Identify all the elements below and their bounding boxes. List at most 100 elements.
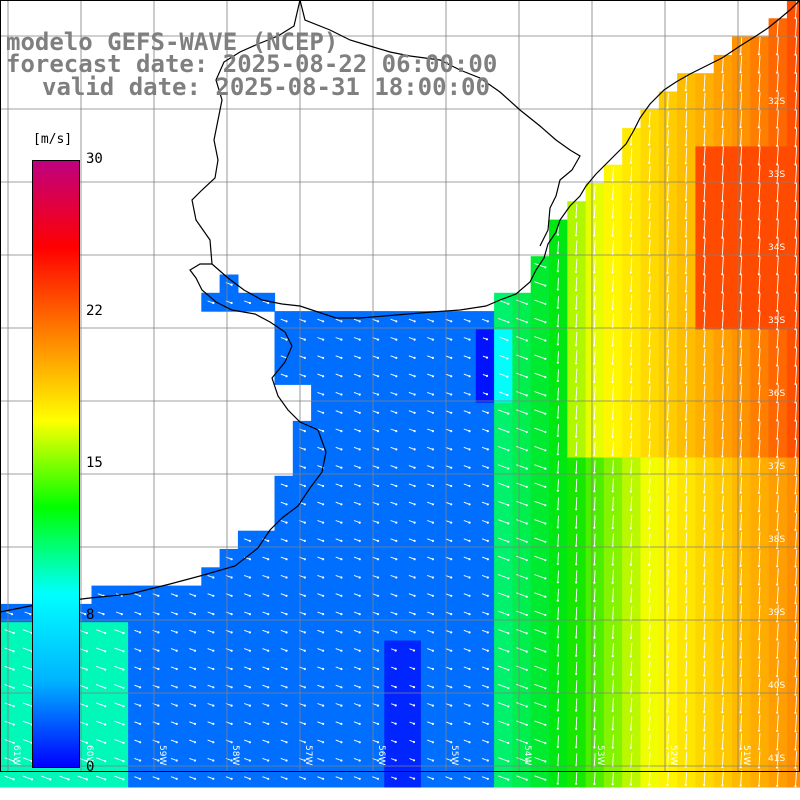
wind-arrow-head	[666, 363, 669, 366]
longitude-label: 53W	[595, 745, 605, 765]
wind-arrow	[498, 775, 509, 781]
wind-arrow	[593, 441, 596, 456]
wind-arrow	[593, 350, 596, 364]
wind-arrow-head	[556, 416, 559, 419]
wind-arrow-head	[486, 649, 489, 652]
wind-arrow-head	[776, 693, 779, 696]
wind-arrow-head	[431, 393, 434, 396]
wind-arrow-head	[358, 631, 361, 634]
wind-arrow-head	[544, 705, 547, 708]
wind-arrow-head	[757, 711, 761, 714]
wind-arrow	[758, 696, 761, 713]
wind-arrow	[534, 555, 546, 561]
wind-arrow-head	[267, 759, 270, 762]
wind-arrow	[95, 739, 106, 744]
wind-arrow	[685, 550, 688, 566]
wind-arrow	[740, 311, 743, 330]
wind-arrow-head	[85, 741, 88, 744]
wind-arrow	[22, 665, 33, 671]
wind-arrow-head	[776, 528, 779, 531]
wind-arrow	[534, 445, 546, 451]
wind-arrow	[703, 330, 706, 347]
wind-arrow-head	[267, 741, 270, 744]
wind-arrow	[557, 625, 559, 638]
wind-arrow	[557, 643, 559, 656]
wind-arrow-head	[794, 16, 797, 20]
wind-arrow-head	[486, 777, 489, 780]
wind-arrow	[685, 752, 688, 767]
wind-arrow-head	[593, 654, 596, 658]
wind-arrow-head	[248, 686, 251, 689]
wind-arrow-head	[794, 437, 797, 440]
wind-arrow-head	[431, 704, 434, 707]
wind-arrow	[721, 348, 724, 365]
wind-arrow	[758, 458, 761, 475]
wind-arrow-head	[629, 746, 633, 749]
wind-arrow	[667, 514, 669, 529]
wind-arrow-head	[794, 565, 797, 568]
wind-arrow-head	[376, 613, 380, 616]
wind-arrow	[575, 716, 578, 729]
wind-arrow-head	[507, 485, 510, 488]
wind-arrow	[740, 274, 743, 293]
colorbar-tick-15: 15	[86, 455, 103, 471]
wind-arrow	[776, 604, 779, 622]
wind-arrow-head	[395, 411, 398, 414]
wind-arrow-head	[574, 307, 578, 310]
wind-arrow-head	[507, 613, 510, 617]
wind-arrow-head	[139, 667, 142, 671]
wind-arrow-head	[12, 760, 15, 763]
wind-arrow	[575, 588, 578, 601]
wind-arrow	[95, 647, 106, 652]
wind-arrow-head	[358, 722, 361, 726]
wind-arrow	[667, 166, 669, 182]
wind-arrow-head	[248, 649, 251, 652]
wind-arrow	[534, 720, 546, 726]
wind-arrow-head	[666, 308, 669, 311]
longitude-label: 54W	[522, 745, 532, 765]
wind-arrow	[593, 698, 596, 711]
wind-arrow	[612, 460, 614, 474]
wind-arrow	[776, 110, 779, 128]
wind-arrow	[630, 422, 633, 438]
wind-arrow-head	[794, 126, 797, 129]
wind-arrow-head	[376, 649, 380, 652]
wind-arrow-head	[285, 375, 288, 378]
wind-arrow	[498, 757, 509, 762]
wind-arrow	[534, 537, 546, 543]
wind-arrow-head	[684, 308, 687, 311]
wind-arrow	[776, 678, 779, 695]
wind-arrow-head	[395, 539, 398, 543]
wind-arrow-head	[303, 667, 306, 671]
wind-arrow	[740, 74, 743, 91]
wind-arrow-head	[322, 741, 325, 744]
wind-arrow-head	[248, 631, 251, 634]
wind-arrow-head	[285, 484, 288, 488]
wind-arrow-head	[376, 741, 380, 744]
wind-arrow-head	[395, 448, 398, 451]
wind-arrow-head	[431, 539, 434, 543]
wind-arrow-head	[629, 673, 633, 676]
wind-arrow-head	[468, 430, 471, 433]
wind-arrow-head	[139, 777, 142, 780]
wind-arrow	[630, 331, 633, 346]
wind-arrow-head	[322, 393, 325, 396]
wind-arrow-head	[684, 418, 687, 421]
wind-arrow-head	[757, 218, 761, 221]
wind-arrow	[667, 385, 669, 402]
wind-arrow-head	[544, 613, 547, 617]
wind-arrow	[516, 592, 527, 598]
wind-arrow-head	[450, 521, 453, 524]
wind-arrow	[648, 478, 651, 492]
wind-arrow-head	[322, 649, 325, 652]
wind-arrow	[648, 367, 651, 383]
wind-arrow	[776, 403, 779, 421]
wind-arrow-head	[574, 435, 578, 438]
wind-arrow-head	[776, 382, 779, 385]
wind-arrow-head	[450, 503, 453, 506]
wind-arrow-head	[248, 594, 251, 597]
wind-arrow	[776, 329, 779, 348]
wind-arrow-head	[575, 782, 578, 785]
wind-arrow-head	[122, 686, 125, 690]
wind-arrow-head	[139, 613, 142, 616]
